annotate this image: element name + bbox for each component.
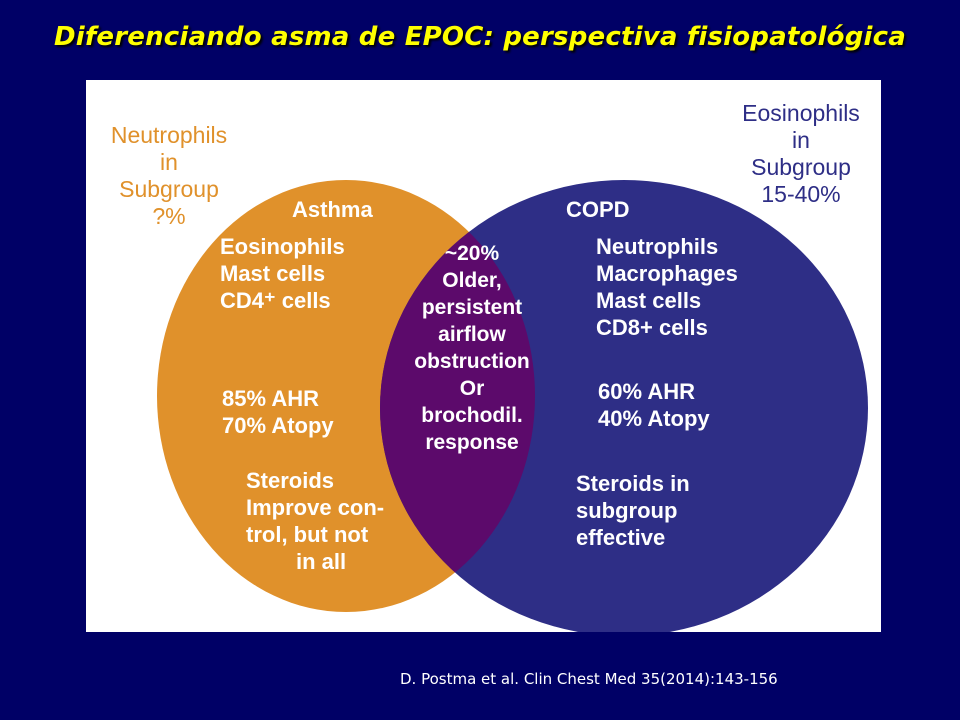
asthma-steroid-line: trol, but not [246, 522, 369, 547]
label-line: Neutrophils [110, 122, 228, 148]
eosinophils-subgroup-label: Eosinophils in Subgroup 15-40% [721, 100, 881, 208]
label-line: 15-40% [761, 181, 841, 207]
citation: D. Postma et al. Clin Chest Med 35(2014)… [400, 670, 778, 688]
copd-steroids: Steroids in subgroup effective [576, 470, 690, 551]
overlap-line: persistent [421, 296, 523, 319]
copd-steroid-line: effective [576, 525, 666, 550]
asthma-heading: Asthma [292, 197, 373, 222]
asthma-stat-line: 85% AHR [222, 386, 319, 411]
asthma-cells: Eosinophils Mast cells CD4⁺ cells [220, 233, 345, 314]
copd-cells: Neutrophils Macrophages Mast cells CD8+ … [596, 233, 738, 341]
asthma-stats: 85% AHR 70% Atopy [222, 385, 334, 439]
asthma-steroid-line: in all [296, 549, 347, 574]
copd-stat-line: 60% AHR [598, 379, 695, 404]
venn-diagram [157, 180, 868, 632]
label-line: in [160, 149, 178, 175]
label-line: Subgroup [119, 176, 219, 202]
overlap-line: Older, [442, 269, 502, 292]
asthma-cell-line: CD4⁺ cells [220, 288, 331, 313]
label-line: Eosinophils [742, 100, 860, 126]
overlap-line: brochodil. [421, 404, 523, 427]
asthma-steroid-line: Improve con- [246, 495, 385, 520]
asthma-cell-line: Eosinophils [220, 234, 345, 259]
copd-stats: 60% AHR 40% Atopy [598, 378, 710, 432]
copd-steroid-line: subgroup [576, 498, 678, 523]
asthma-stat-line: 70% Atopy [222, 413, 334, 438]
copd-cell-line: Neutrophils [596, 234, 719, 259]
copd-cell-line: CD8+ cells [596, 315, 708, 340]
overlap-line: Or [459, 377, 485, 400]
overlap-line: airflow [438, 323, 506, 346]
copd-steroid-line: Steroids in [576, 471, 690, 496]
copd-heading: COPD [566, 197, 630, 222]
asthma-cell-line: Mast cells [220, 261, 326, 286]
venn-diagram-panel: Neutrophils in Subgroup ?% Eosinophils i… [86, 80, 881, 632]
label-line: in [792, 127, 810, 153]
slide-title: Diferenciando asma de EPOC: perspectiva … [53, 22, 907, 52]
overlap-line: response [425, 431, 519, 454]
asthma-steroids: Steroids Improve con- trol, but not in a… [246, 467, 384, 575]
overlap-line: obstruction [414, 350, 530, 373]
copd-cell-line: Mast cells [596, 288, 702, 313]
overlap-text: ~20% Older, persistent airflow obstructi… [384, 240, 560, 456]
neutrophils-subgroup-label: Neutrophils in Subgroup ?% [94, 122, 244, 230]
overlap-line: ~20% [444, 242, 500, 265]
copd-stat-line: 40% Atopy [598, 406, 710, 431]
label-line: Subgroup [751, 154, 851, 180]
copd-cell-line: Macrophages [596, 261, 738, 286]
label-line: ?% [152, 203, 186, 229]
asthma-steroid-line: Steroids [246, 468, 335, 493]
